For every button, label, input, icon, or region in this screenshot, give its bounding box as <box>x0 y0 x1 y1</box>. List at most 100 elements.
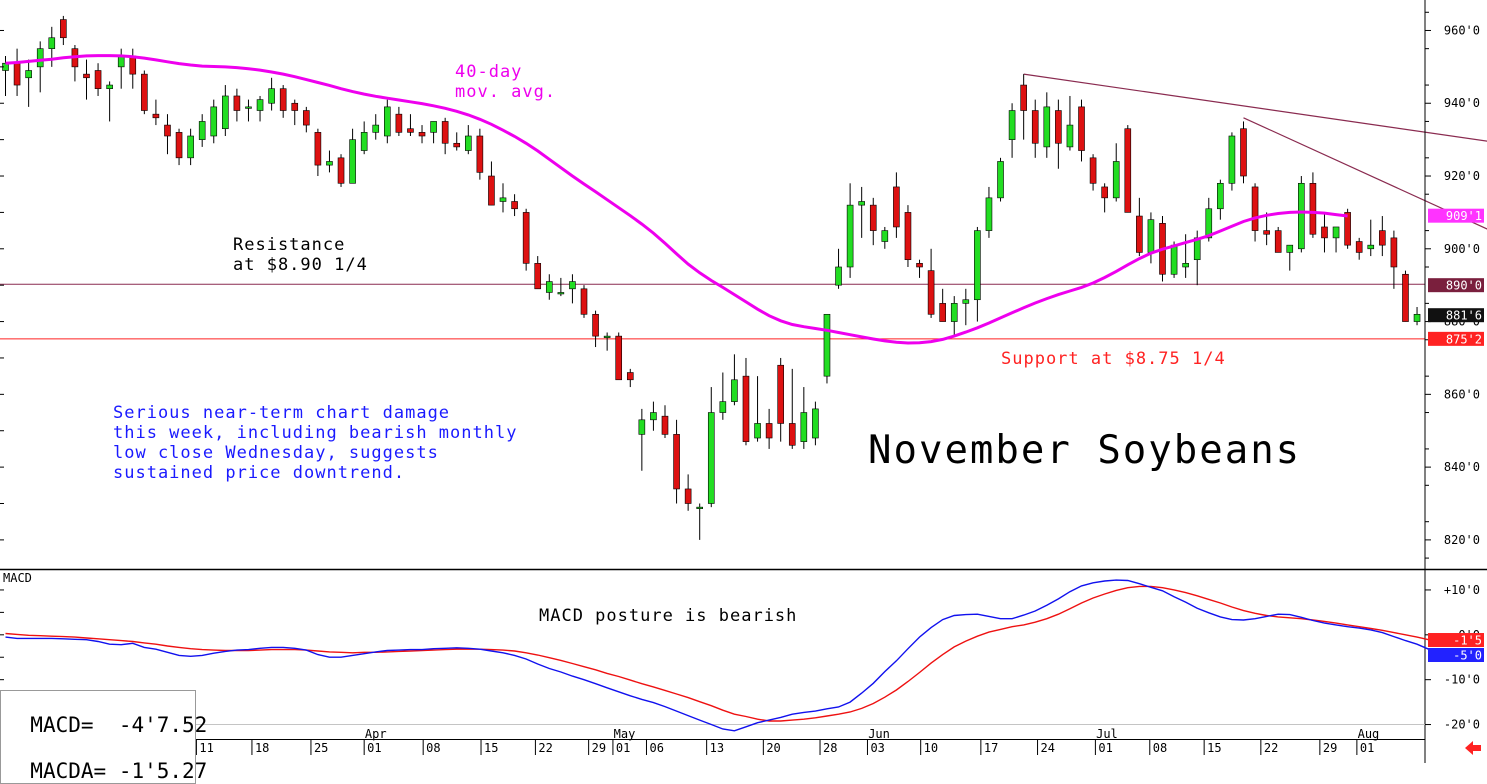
candle-body <box>175 132 183 159</box>
candle-body <box>1228 135 1236 184</box>
candle-body <box>511 201 518 210</box>
candle-body <box>1031 110 1039 144</box>
date-tick-label: 15 <box>1207 741 1221 755</box>
candle-body <box>1205 208 1213 239</box>
candle-body <box>25 70 32 79</box>
date-tick-label: 06 <box>649 741 663 755</box>
macd-tag: -1'5 <box>1453 634 1482 648</box>
date-tick-label: 08 <box>426 741 440 755</box>
moving-average-layer <box>5 54 1348 345</box>
candle-body <box>638 419 646 435</box>
macd-tag-box <box>1428 648 1484 662</box>
resistance-line <box>1023 73 1487 142</box>
candle-body <box>326 161 333 166</box>
candle-body <box>129 55 137 75</box>
month-label: May <box>614 727 636 741</box>
candle-body <box>1413 313 1421 322</box>
candle-body <box>1263 230 1270 235</box>
candle-body <box>1182 263 1189 268</box>
candle-body <box>48 37 56 49</box>
candle-body <box>303 110 310 126</box>
macd-tick-label: -20'0 <box>1444 718 1480 732</box>
candle-body <box>1217 182 1224 210</box>
candle-body <box>441 121 449 144</box>
candle-body <box>499 197 507 202</box>
candle-body <box>777 364 784 424</box>
candle-body <box>83 73 90 79</box>
date-tick-label: 11 <box>199 741 213 755</box>
candle-body <box>1332 226 1340 239</box>
candle-body <box>788 423 796 446</box>
candle-body <box>13 62 21 86</box>
candle-body <box>488 175 495 206</box>
candle-body <box>152 113 160 119</box>
price-tick-label: 960'0 <box>1444 23 1480 37</box>
candle-body <box>1274 230 1282 253</box>
candle-body <box>650 412 657 421</box>
candle-body <box>245 106 252 109</box>
candle-body <box>1367 244 1375 250</box>
price-tag: 890'0 <box>1446 279 1482 293</box>
date-tick-label: 13 <box>710 741 724 755</box>
candle-body <box>1078 106 1085 151</box>
candle-body <box>1321 226 1328 239</box>
candle-body <box>1055 110 1062 144</box>
macd-tag-box <box>1428 633 1484 648</box>
candle-body <box>881 230 889 242</box>
candle-body <box>696 506 704 509</box>
month-label: Jun <box>868 727 890 741</box>
candle-body <box>1251 186 1259 231</box>
candle-body <box>453 142 461 148</box>
left-arrow-icon <box>1465 741 1481 755</box>
macd-panel: +10'00'0-10'0-20'0-1'5-5'0 <box>0 579 1484 732</box>
candle-body <box>522 212 530 264</box>
candle-body <box>337 157 345 184</box>
candle-body <box>117 55 125 68</box>
candle-body <box>222 95 229 130</box>
scroll-left-button[interactable] <box>1463 738 1483 758</box>
moving-average-line <box>5 54 1348 345</box>
candle-body <box>1309 182 1317 235</box>
date-tick-label: 10 <box>924 741 938 755</box>
candle-body <box>1020 84 1027 111</box>
price-tick-label: 820'0 <box>1444 533 1480 547</box>
price-tag: 909'1 <box>1446 209 1482 223</box>
ma-annotation: 40-day mov. avg. <box>455 62 557 102</box>
macd-note: MACD posture is bearish <box>539 606 798 626</box>
candle-body <box>707 412 715 504</box>
candle-body <box>603 335 611 338</box>
candle-body <box>835 266 842 286</box>
price-tag: 875'2 <box>1446 332 1482 346</box>
date-tick-label: 01 <box>616 741 630 755</box>
candle-body <box>1379 230 1386 246</box>
candle-body <box>360 132 368 151</box>
candle-body <box>858 201 865 206</box>
soybeans-chart: 960'0940'0920'0900'0880'0860'0840'0820'0… <box>0 0 1487 763</box>
date-tick-label: 22 <box>1264 741 1278 755</box>
candle-body <box>869 204 877 231</box>
macda-line <box>5 585 1452 722</box>
candle-body <box>916 263 923 268</box>
candle-body <box>1112 161 1120 199</box>
month-label: Jul <box>1096 727 1118 741</box>
candle-body <box>1344 212 1351 246</box>
candle-body <box>765 423 773 439</box>
date-tick-label: 17 <box>984 741 998 755</box>
candle-body <box>1066 124 1074 148</box>
price-tick-label: 840'0 <box>1444 460 1480 474</box>
trendlines <box>1023 73 1487 230</box>
candle-body <box>314 132 322 166</box>
candle-body <box>823 313 831 377</box>
candle-body <box>141 73 148 111</box>
short-downtrend-line <box>1243 117 1487 230</box>
candle-body <box>1402 273 1409 322</box>
date-tick-label: 01 <box>1098 741 1112 755</box>
candle-body <box>384 106 391 137</box>
candle-body <box>187 135 194 159</box>
candle-body <box>279 88 287 111</box>
candle-body <box>997 161 1004 199</box>
macd-readout: MACD= -4'7.52 MACDA= -1'5.27 <box>0 690 207 784</box>
candle-body <box>1298 182 1305 250</box>
candle-body <box>1101 186 1108 199</box>
candle-body <box>372 124 380 133</box>
